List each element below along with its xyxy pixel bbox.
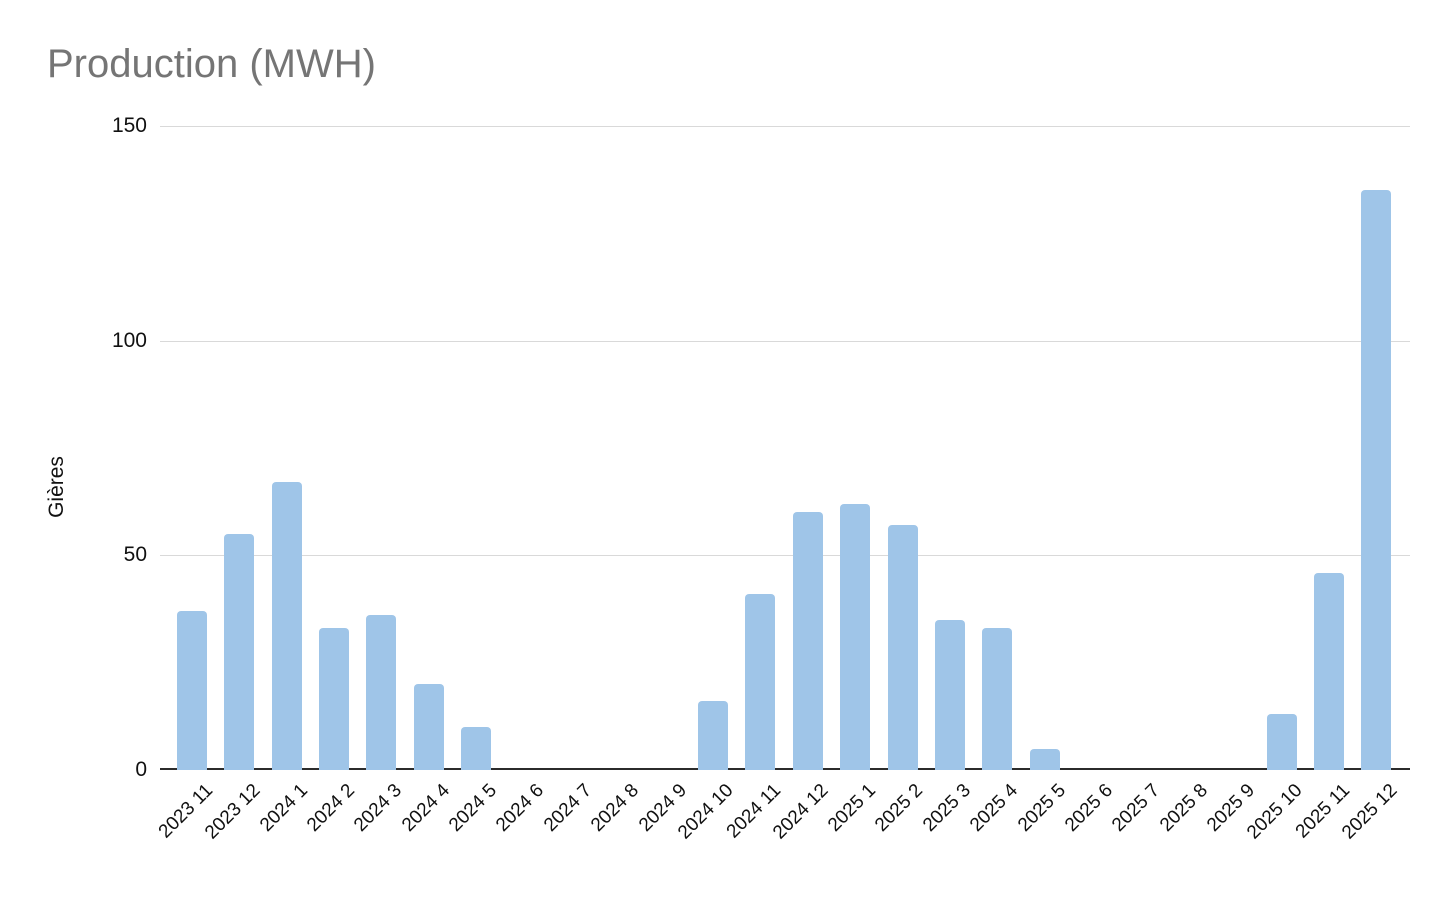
x-axis-line bbox=[160, 768, 1410, 770]
gridline-50 bbox=[160, 555, 1410, 557]
bar-2025-3 bbox=[934, 619, 965, 770]
x-tick-label-2024-5: 2024 5 bbox=[445, 780, 502, 836]
bar-2024-4 bbox=[413, 684, 444, 770]
x-tick-label-2025-2: 2025 2 bbox=[871, 780, 928, 836]
x-tick-label-2024-1: 2024 1 bbox=[255, 780, 312, 836]
bar-2024-11 bbox=[745, 593, 776, 770]
gridline-150 bbox=[160, 126, 1410, 127]
gridline-100 bbox=[160, 340, 1410, 342]
x-tick-label-2024-4: 2024 4 bbox=[397, 780, 454, 836]
bar-2025-11 bbox=[1313, 572, 1344, 770]
x-tick-label-2025-4: 2025 4 bbox=[966, 780, 1023, 836]
y-tick-label-50: 50 bbox=[123, 543, 147, 567]
bar-2025-4 bbox=[982, 628, 1013, 770]
x-tick-label-2024-8: 2024 8 bbox=[587, 780, 644, 836]
x-tick-label-2025-8: 2025 8 bbox=[1155, 780, 1212, 836]
bar-2024-2 bbox=[319, 628, 350, 770]
y-tick-label-150: 150 bbox=[111, 114, 147, 137]
bar-2025-12 bbox=[1361, 190, 1392, 770]
plot-area: 2023 11 2023 12 2024 1 2024 2 2024 3 2024 4 20… bbox=[154, 126, 1410, 843]
x-tick-label-2025-7: 2025 7 bbox=[1108, 780, 1165, 836]
bar-2024-12 bbox=[792, 512, 823, 770]
bar-2023-12 bbox=[224, 533, 255, 770]
bar-2025-2 bbox=[887, 525, 918, 770]
y-axis-tick-labels: 0 50 100 150 bbox=[95, 115, 147, 781]
bar-2025-5 bbox=[1029, 748, 1060, 770]
y-tick-label-0: 0 bbox=[135, 758, 147, 781]
x-tick-label-2025-6: 2025 6 bbox=[1060, 780, 1117, 836]
bar-2025-1 bbox=[840, 503, 871, 770]
x-tick-label-2025-1: 2025 1 bbox=[824, 780, 881, 836]
x-tick-label-2025-5: 2025 5 bbox=[1013, 780, 1070, 836]
bar-2024-3 bbox=[366, 615, 397, 770]
bar-2023-11 bbox=[177, 611, 207, 770]
x-tick-label-2024-3: 2024 3 bbox=[350, 780, 407, 836]
x-tick-label-2024-6: 2024 6 bbox=[492, 780, 549, 836]
y-axis-title: Gières bbox=[45, 456, 68, 518]
bar-2024-10 bbox=[698, 701, 729, 770]
x-tick-label-2025-3: 2025 3 bbox=[918, 780, 975, 836]
x-tick-label-2024-7: 2024 7 bbox=[539, 780, 596, 836]
chart-title: Production (MWH) bbox=[47, 42, 376, 86]
x-tick-label-2024-2: 2024 2 bbox=[303, 780, 359, 836]
bar-2024-1 bbox=[271, 482, 302, 770]
y-tick-label-100: 100 bbox=[111, 328, 147, 352]
bar-2025-10 bbox=[1266, 714, 1297, 770]
bar-2024-5 bbox=[461, 727, 492, 770]
